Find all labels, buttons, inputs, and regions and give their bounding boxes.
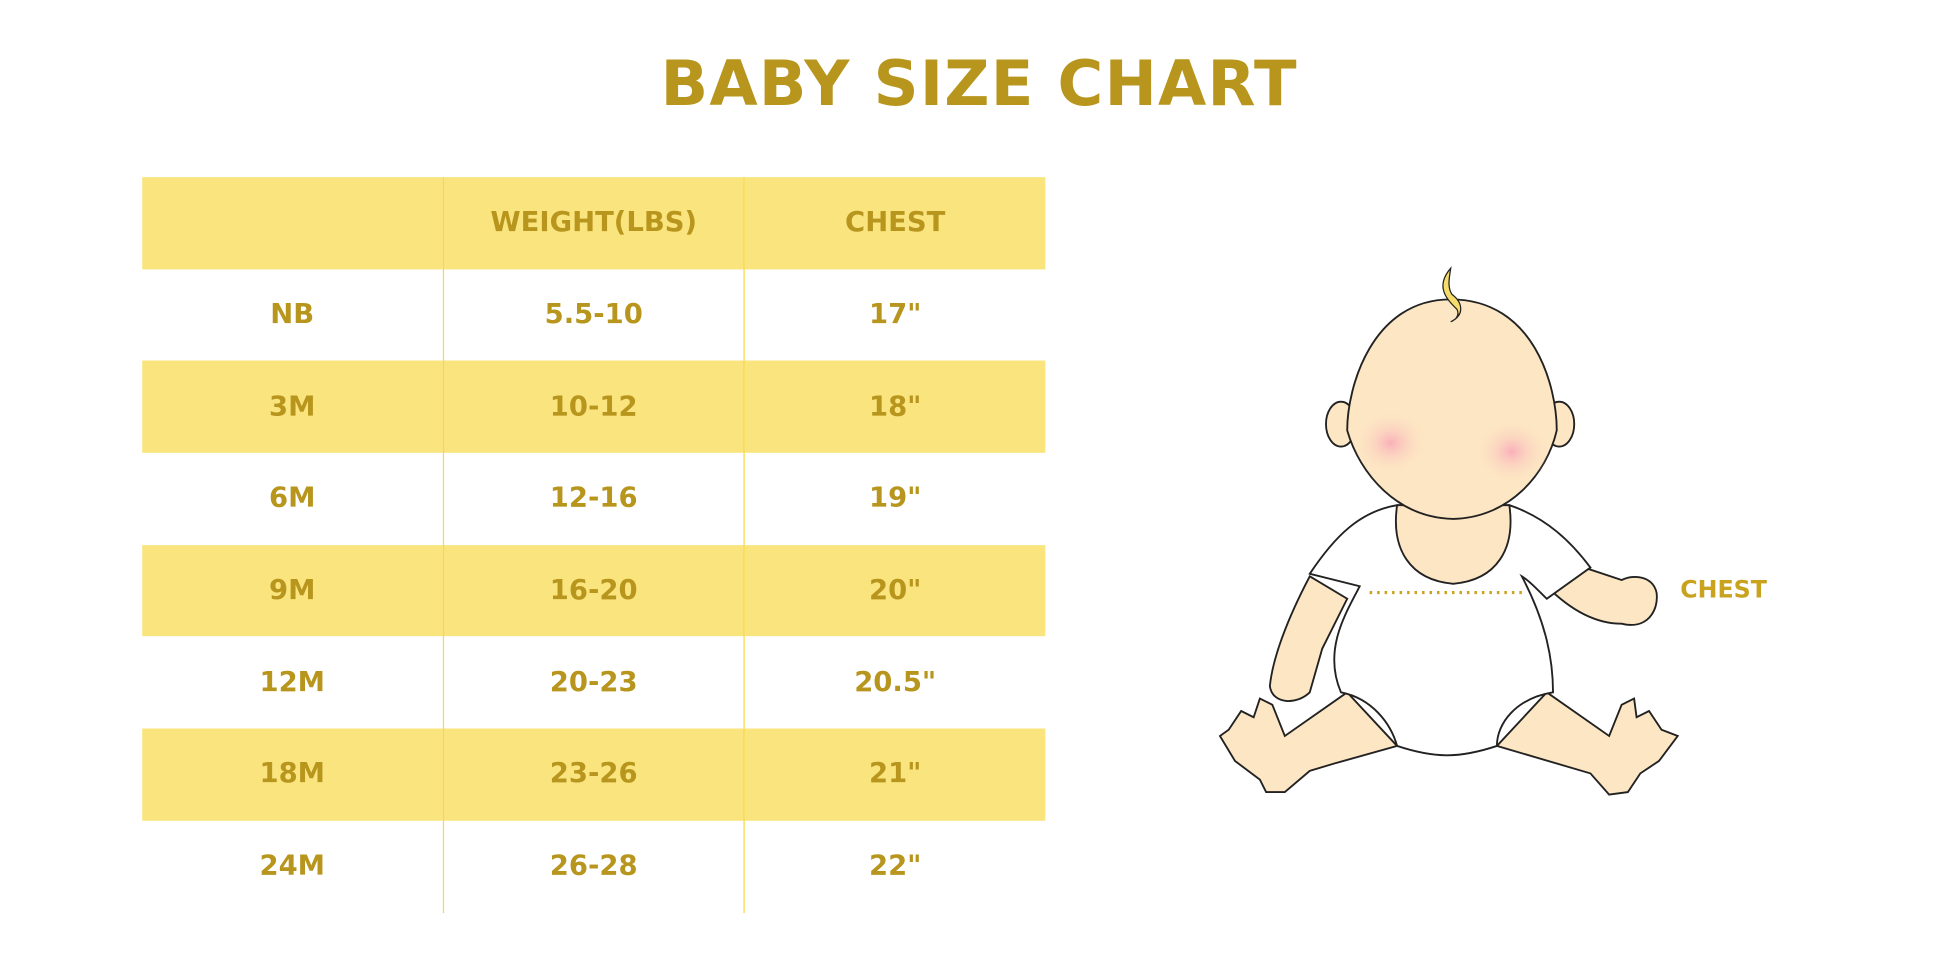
table-row: 24M 26-28 22"	[142, 820, 1046, 913]
weight-cell: 10-12	[442, 360, 745, 453]
header-cell	[142, 177, 443, 270]
page-title: BABY SIZE CHART	[660, 47, 1298, 120]
header-cell: WEIGHT(LBS)	[442, 177, 745, 270]
table-row: 9M 16-20 20"	[142, 544, 1046, 637]
header-cell: CHEST	[743, 177, 1046, 270]
table-row: 18M 23-26 21"	[142, 728, 1046, 821]
chest-cell: 18"	[743, 360, 1046, 453]
size-table: WEIGHT(LBS) CHEST NB 5.5-10 17" 3M 10-12 18" 6…	[142, 177, 1046, 913]
size-cell: 9M	[142, 544, 443, 637]
blush-left	[1353, 410, 1429, 476]
chest-cell: 20"	[743, 544, 1046, 637]
table-row: 3M 10-12 18"	[142, 360, 1046, 453]
table-row: 6M 12-16 19"	[142, 452, 1046, 545]
weight-cell: 26-28	[442, 820, 745, 913]
table-row: NB 5.5-10 17"	[142, 269, 1046, 361]
chest-cell: 19"	[743, 452, 1046, 545]
size-cell: 12M	[259, 667, 325, 699]
hair-curl	[1442, 266, 1462, 323]
baby-illustration	[1218, 266, 1680, 796]
chest-label: CHEST	[1680, 576, 1767, 604]
table-header-row: WEIGHT(LBS) CHEST	[142, 177, 1046, 270]
table-row: 12M 20-23 20.5"	[142, 636, 1046, 729]
size-cell: 6M	[269, 483, 316, 515]
weight-cell: 16-20	[442, 544, 745, 637]
chest-cell: 22"	[743, 820, 1046, 913]
weight-cell: 5.5-10	[442, 269, 745, 361]
size-cell: 18M	[142, 728, 443, 821]
chest-cell: 21"	[743, 728, 1046, 821]
chest-cell: 17"	[743, 269, 1046, 361]
chest-cell: 20.5"	[743, 636, 1046, 729]
blush-right	[1474, 419, 1550, 484]
weight-cell: 23-26	[442, 728, 745, 821]
size-cell: 24M	[259, 850, 325, 883]
size-cell: 3M	[142, 360, 443, 453]
size-cell: NB	[270, 299, 315, 331]
weight-cell: 20-23	[442, 636, 745, 729]
weight-cell: 12-16	[442, 452, 745, 545]
